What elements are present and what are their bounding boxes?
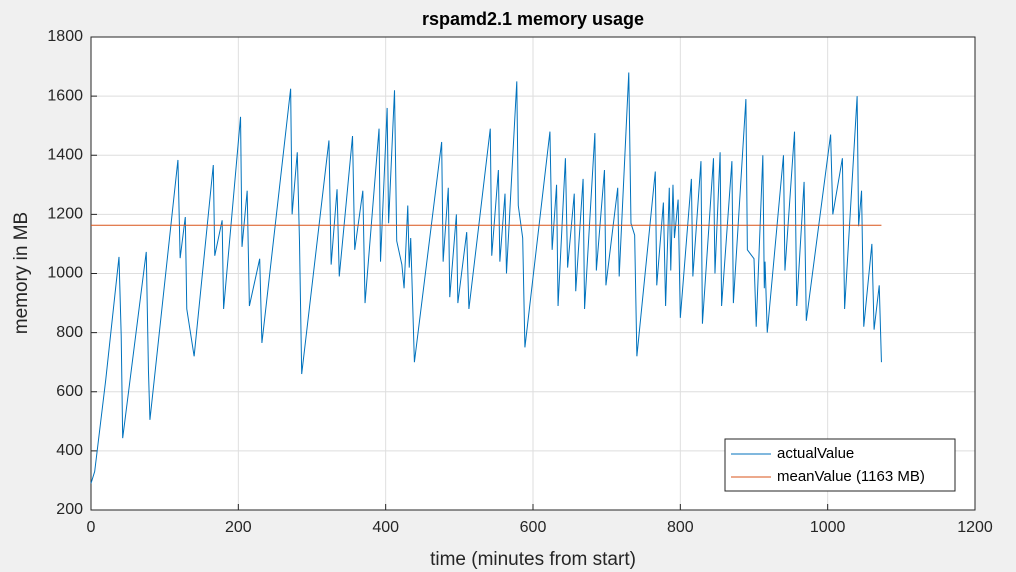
legend-label: actualValue xyxy=(777,445,854,462)
x-tick-label: 800 xyxy=(667,519,694,536)
x-tick-label: 200 xyxy=(225,519,252,536)
y-tick-label: 600 xyxy=(56,383,83,400)
x-tick-label: 0 xyxy=(87,519,96,536)
x-axis-label: time (minutes from start) xyxy=(430,549,636,570)
x-tick-label: 400 xyxy=(372,519,399,536)
y-tick-label: 1600 xyxy=(47,87,83,104)
y-axis-label: memory in MB xyxy=(11,212,32,334)
axes-box xyxy=(90,36,976,511)
legend-box xyxy=(724,438,956,492)
y-tick-label: 800 xyxy=(56,324,83,341)
data-line xyxy=(90,72,882,484)
y-tick-label: 200 xyxy=(56,501,83,518)
y-tick-label: 1800 xyxy=(47,28,83,45)
y-tick-label: 1400 xyxy=(47,146,83,163)
x-tick-label: 1200 xyxy=(957,519,993,536)
chart-title: rspamd2.1 memory usage xyxy=(422,9,644,29)
y-tick-label: 1200 xyxy=(47,206,83,223)
y-tick-label: 1000 xyxy=(47,265,83,282)
y-tick-label: 400 xyxy=(56,442,83,459)
x-tick-label: 1000 xyxy=(810,519,846,536)
x-tick-label: 600 xyxy=(520,519,547,536)
legend-label: meanValue (1163 MB) xyxy=(777,468,925,485)
